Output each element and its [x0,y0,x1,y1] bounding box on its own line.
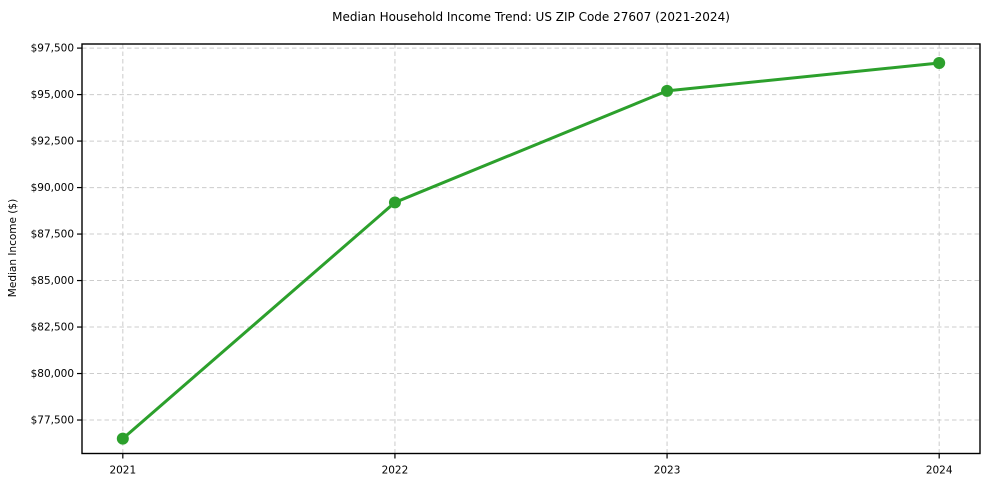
data-point-2023 [661,84,674,97]
y-tick-label: $77,500 [31,415,74,427]
y-tick-label: $82,500 [31,322,74,334]
y-tick-label: $85,000 [31,275,74,287]
plot-border [81,43,981,455]
x-tick-label: 2022 [382,465,409,477]
y-tick-label: $97,500 [31,43,74,55]
trend-line [121,61,941,441]
data-point-2021 [116,432,129,445]
x-tick-label: 2023 [654,465,681,477]
y-tick-label: $80,000 [31,368,74,380]
data-point-2024 [933,56,946,69]
chart-title: Median Household Income Trend: US ZIP Co… [332,10,730,24]
data-point-2022 [388,196,401,209]
y-tick-label: $87,500 [31,229,74,241]
x-tick-label: 2021 [109,465,136,477]
y-tick-label: $92,500 [31,136,74,148]
y-tick-label: $95,000 [31,89,74,101]
x-tick-label: 2024 [926,465,953,477]
y-tick-label: $90,000 [31,182,74,194]
